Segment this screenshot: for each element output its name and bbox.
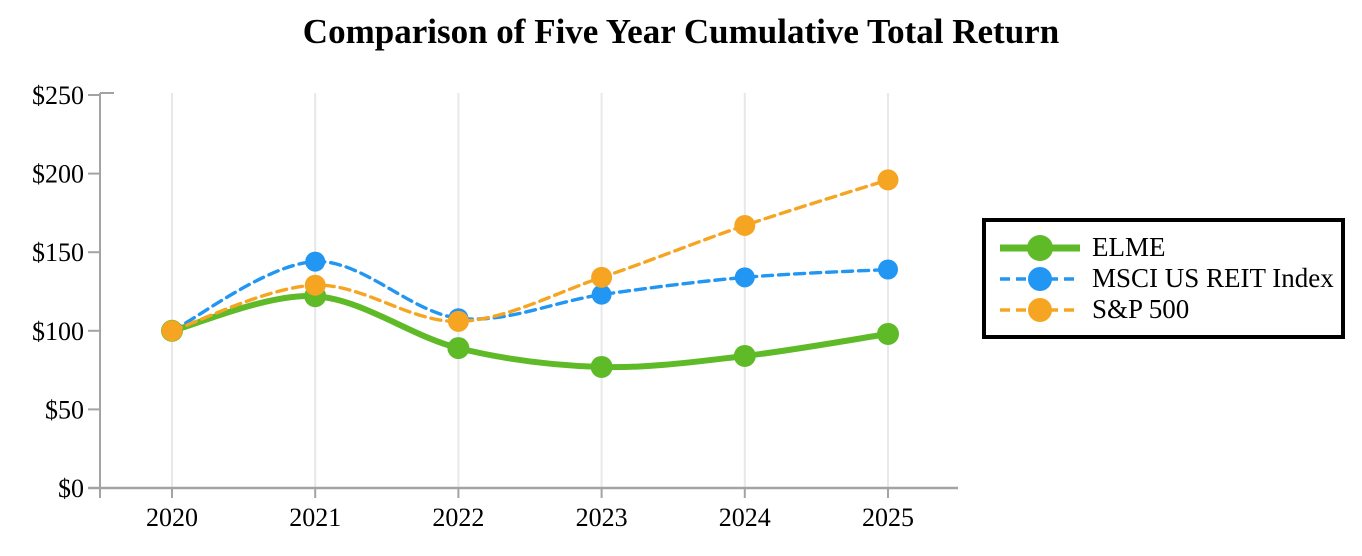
y-axis-label: $250 — [32, 81, 84, 110]
x-axis-label: 2022 — [432, 503, 484, 532]
series-line-2 — [170, 178, 890, 333]
x-axis-label: 2020 — [146, 503, 198, 532]
series-line-0 — [169, 293, 891, 371]
y-axis-label: $0 — [58, 474, 84, 503]
series-marker-2 — [591, 266, 613, 288]
series-marker-2 — [877, 169, 899, 191]
series-marker-0 — [447, 337, 470, 360]
legend-swatch-icon — [1000, 297, 1080, 322]
legend-label: MSCI US REIT Index — [1092, 263, 1334, 293]
y-axis-label: $200 — [32, 160, 84, 189]
series-marker-1 — [734, 267, 755, 288]
legend-item-1: MSCI US REIT Index — [998, 263, 1341, 294]
chart-title: Comparison of Five Year Cumulative Total… — [302, 12, 1060, 51]
legend-swatch-icon — [1000, 234, 1080, 261]
legend-label: S&P 500 — [1092, 294, 1190, 324]
series-marker-0 — [590, 355, 613, 378]
legend-item-2: S&P 500 — [998, 294, 1341, 325]
legend-label: ELME — [1092, 232, 1166, 262]
x-axis-label: 2025 — [862, 503, 914, 532]
x-axis-label: 2024 — [719, 503, 771, 532]
legend-box: ELME MSCI US REIT Index S&P 500 — [982, 218, 1345, 339]
series-marker-2 — [734, 214, 756, 236]
series-marker-1 — [305, 251, 326, 272]
x-axis-label: 2021 — [289, 503, 341, 532]
series-marker-2 — [447, 310, 469, 332]
legend-item-0: ELME — [998, 232, 1341, 263]
y-axis-label: $100 — [32, 317, 84, 346]
series-marker-1 — [591, 284, 612, 305]
series-marker-1 — [878, 259, 898, 280]
x-axis-label: 2023 — [576, 503, 628, 532]
y-axis-label: $50 — [45, 395, 84, 424]
series-marker-0 — [733, 344, 756, 367]
legend-swatch-icon — [1000, 266, 1080, 291]
series-marker-2 — [161, 320, 183, 342]
series-marker-0 — [877, 322, 899, 345]
series-marker-2 — [304, 274, 326, 296]
y-axis-label: $150 — [32, 238, 84, 267]
